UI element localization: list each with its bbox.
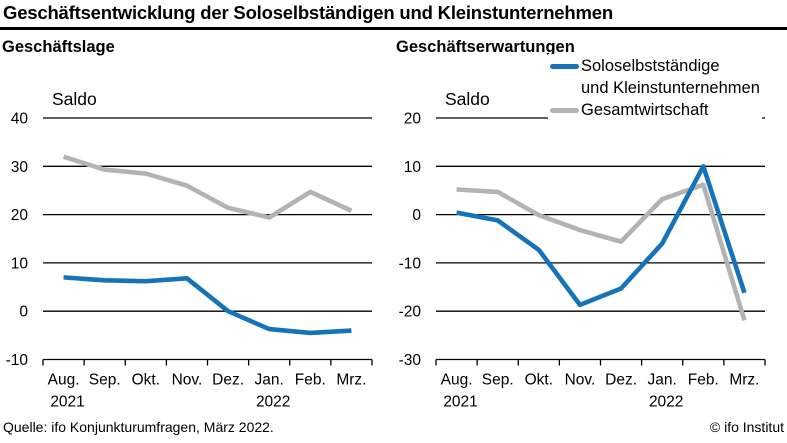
svg-text:30: 30: [11, 159, 29, 176]
svg-text:Jan.: Jan.: [255, 372, 284, 389]
svg-text:Jan.: Jan.: [648, 372, 677, 389]
svg-text:-30: -30: [399, 352, 422, 369]
svg-text:10: 10: [404, 159, 422, 176]
svg-text:Okt.: Okt.: [132, 372, 160, 389]
svg-text:Mrz.: Mrz.: [729, 372, 759, 389]
blue-line-marker-icon: [550, 63, 579, 69]
svg-text:2022: 2022: [256, 394, 290, 411]
legend-item-gesamtwirtschaft: Gesamtwirtschaft: [550, 99, 760, 121]
svg-text:Aug.: Aug.: [48, 372, 80, 389]
svg-text:Saldo: Saldo: [52, 89, 97, 109]
svg-text:Nov.: Nov.: [172, 372, 203, 389]
svg-text:Nov.: Nov.: [565, 372, 596, 389]
panel-title-geschaeftslage: Geschäftslage: [2, 38, 115, 56]
figure-title: Geschäftsentwicklung der Soloselbständig…: [3, 2, 613, 23]
svg-text:10: 10: [11, 255, 29, 272]
legend-label: Gesamtwirtschaft: [581, 101, 709, 119]
svg-text:Dez.: Dez.: [212, 372, 244, 389]
legend-item-soloselbststaendige-line2: und Kleinstunternehmen: [550, 77, 760, 99]
legend-label: Soloselbstständige: [581, 57, 720, 75]
legend-item-soloselbststaendige: Soloselbstständige: [550, 55, 760, 77]
svg-text:Feb.: Feb.: [688, 372, 719, 389]
svg-text:Feb.: Feb.: [295, 372, 326, 389]
svg-text:Mrz.: Mrz.: [336, 372, 366, 389]
svg-text:2021: 2021: [443, 394, 477, 411]
svg-text:-20: -20: [399, 304, 422, 321]
svg-text:Okt.: Okt.: [525, 372, 553, 389]
svg-text:-10: -10: [6, 352, 29, 369]
svg-text:Sep.: Sep.: [89, 372, 121, 389]
panel-title-geschaeftserwartungen: Geschäftserwartungen: [396, 38, 575, 56]
svg-text:Saldo: Saldo: [445, 89, 490, 109]
gray-line-marker-icon: [550, 107, 579, 113]
svg-text:Dez.: Dez.: [605, 372, 637, 389]
svg-text:2022: 2022: [649, 394, 683, 411]
svg-text:Aug.: Aug.: [441, 372, 473, 389]
svg-text:2021: 2021: [50, 394, 84, 411]
svg-text:0: 0: [412, 207, 421, 224]
chart-geschaeftserwartungen: 20 10 0 -10 -20 -30 Saldo Aug. Sep. Okt. Nov. Dez. J…: [399, 89, 766, 411]
title-rule: [0, 27, 787, 30]
chart-legend: Soloselbstständige und Kleinstunternehme…: [548, 54, 762, 124]
legend-label: und Kleinstunternehmen: [581, 79, 760, 97]
svg-text:-10: -10: [399, 255, 422, 272]
source-note: Quelle: ifo Konjunkturumfragen, März 202…: [3, 419, 274, 435]
svg-text:Sep.: Sep.: [482, 372, 514, 389]
svg-text:20: 20: [11, 207, 29, 224]
svg-text:0: 0: [19, 304, 28, 321]
chart-geschaeftslage: 40 30 20 10 0 -10 Saldo Aug. Sep. Okt. Nov. Dez. Jan…: [6, 89, 373, 411]
svg-text:40: 40: [11, 111, 29, 128]
svg-text:20: 20: [404, 111, 422, 128]
copyright-note: © ifo Institut: [709, 419, 784, 435]
